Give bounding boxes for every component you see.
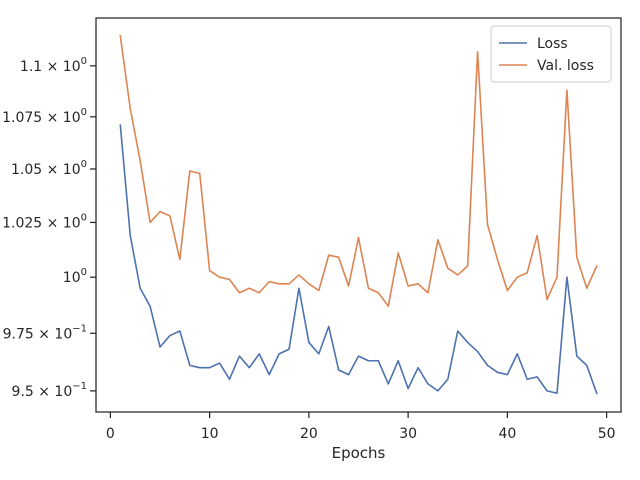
y-tick-label: 1.1 × 100 <box>20 56 87 75</box>
y-tick-label: 9.5 × 10−1 <box>12 381 87 400</box>
y-tick-label: 1.05 × 100 <box>11 159 87 178</box>
y-tick-label: 1.075 × 100 <box>2 107 87 126</box>
x-axis-ticks: 0 10 20 30 40 50 <box>106 412 616 442</box>
y-tick-label: 9.75 × 10−1 <box>3 323 87 342</box>
x-tick-label: 0 <box>106 426 115 442</box>
x-axis-label: Epochs <box>332 444 386 462</box>
series-line-loss <box>119 124 598 395</box>
x-tick-label: 30 <box>399 426 417 442</box>
legend-label: Val. loss <box>537 58 594 74</box>
x-tick-label: 10 <box>201 426 219 442</box>
x-tick-label: 40 <box>498 426 516 442</box>
plot-frame <box>95 17 622 413</box>
x-tick-label: 20 <box>300 426 318 442</box>
series-line-val-loss <box>119 34 598 307</box>
legend: Loss Val. loss <box>490 25 612 83</box>
y-tick-label: 1.025 × 100 <box>2 212 87 231</box>
legend-label: Loss <box>537 36 568 52</box>
series-layer <box>119 34 598 395</box>
legend-box <box>490 25 612 83</box>
x-tick-label: 50 <box>598 426 616 442</box>
